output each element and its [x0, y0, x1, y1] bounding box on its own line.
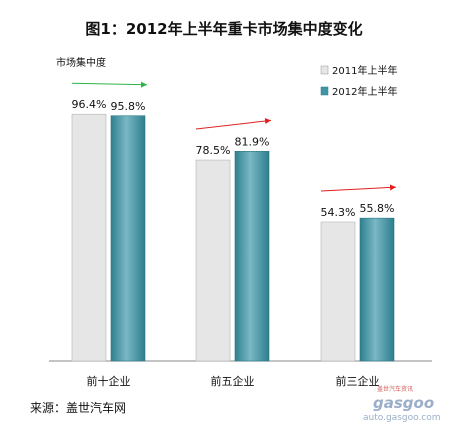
- source-note: 来源：盖世汽车网: [30, 400, 126, 415]
- legend-label-2012: 2012年上半年: [332, 85, 397, 98]
- data-label-2011-3: 54.3%: [321, 206, 356, 219]
- legend: 2011年上半年 2012年上半年: [320, 64, 397, 98]
- trend-arrows: [71, 81, 397, 192]
- watermark-logo: 盖世汽车资讯 gasgoo auto.gasgoo.com: [363, 385, 441, 423]
- legend-swatch-2011: [320, 65, 329, 75]
- bar-2012-1: [110, 115, 146, 362]
- x-tick-label-1: 前十企业: [87, 374, 131, 388]
- bar-2011-2: [195, 159, 231, 362]
- bar-2011-3: [320, 221, 356, 362]
- trend-arrow-1: [71, 81, 148, 88]
- x-tick-labels: 前十企业 前五企业 前三企业: [87, 374, 380, 388]
- watermark-url: auto.gasgoo.com: [363, 413, 441, 423]
- data-labels: 96.4% 95.8% 78.5% 81.9% 54.3% 55.8%: [72, 98, 395, 219]
- x-tick-label-2: 前五企业: [211, 374, 255, 388]
- legend-label-2011: 2011年上半年: [332, 64, 397, 77]
- y-axis-label: 市场集中度: [56, 56, 106, 69]
- trend-arrow-3: [320, 184, 397, 192]
- trend-arrow-2: [195, 118, 272, 130]
- chart-title: 图1：2012年上半年重卡市场集中度变化: [85, 20, 362, 38]
- watermark-brand: 盖世汽车资讯: [377, 385, 413, 393]
- legend-swatch-2012: [320, 86, 329, 96]
- bar-2012-2: [234, 151, 270, 362]
- x-tick-label-3: 前三企业: [336, 374, 380, 388]
- data-label-2012-3: 55.8%: [360, 202, 395, 215]
- bars: [71, 113, 395, 362]
- bar-2011-1: [71, 113, 107, 362]
- data-label-2011-2: 78.5%: [196, 144, 231, 157]
- data-label-2012-2: 81.9%: [235, 135, 270, 148]
- bar-2012-3: [359, 217, 395, 362]
- data-label-2012-1: 95.8%: [111, 100, 146, 113]
- data-label-2011-1: 96.4%: [72, 98, 107, 111]
- watermark-gasgoo: gasgoo: [373, 394, 434, 412]
